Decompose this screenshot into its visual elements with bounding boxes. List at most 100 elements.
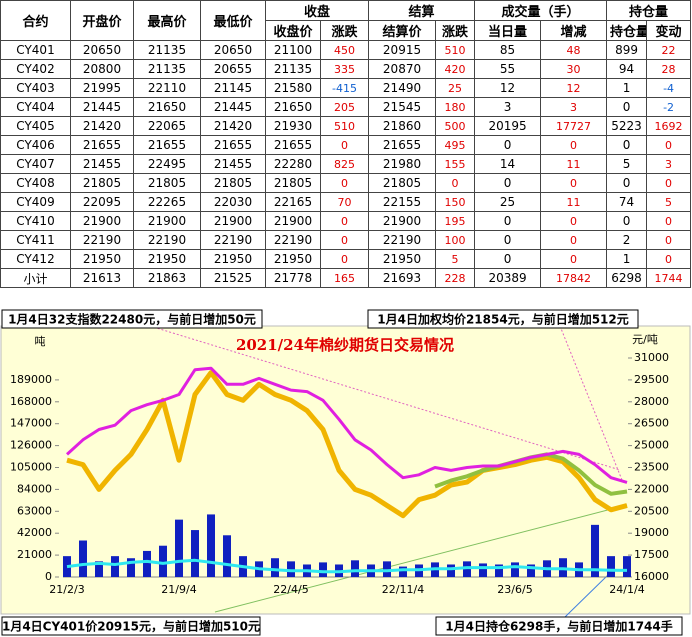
volume-bar: [447, 564, 455, 577]
volume-bar: [463, 561, 471, 577]
table-cell: 20650: [200, 40, 266, 60]
table-cell: CY410: [0, 211, 71, 231]
table-row: CY406 21655 21655 21655 21655 0 21655 495 0 0 0 0: [0, 135, 692, 155]
trend-line: [214, 504, 628, 613]
table-cell: 21930: [265, 116, 321, 136]
volume-bar: [111, 556, 119, 577]
header-cell: 成交量（手）: [474, 0, 608, 21]
volume-bar: [127, 558, 135, 577]
table-cell: 55: [474, 59, 542, 79]
table-cell: 0: [540, 173, 608, 193]
table-row: CY408 21805 21805 21805 21805 0 21805 0 0 0 0 0: [0, 173, 692, 193]
table-cell: 28: [646, 59, 692, 79]
y-tick-label: 126000: [10, 439, 52, 452]
table-cell: 21805: [368, 173, 437, 193]
table-cell: 21778: [265, 268, 321, 288]
table-cell: 0: [319, 135, 370, 155]
table-cell: 21995: [70, 78, 134, 98]
table-cell: 0: [319, 173, 370, 193]
table-row: 小计 21613 21863 21525 21778 165 21693 228 20389 17…: [0, 268, 692, 288]
x-tick-label: 24/1/4: [609, 583, 644, 596]
table-cell: 21900: [70, 211, 134, 231]
table-cell: 21455: [70, 154, 134, 174]
table-cell: 0: [435, 173, 476, 193]
header-cell: 收盘价: [265, 20, 321, 41]
x-tick-label: 22/11/4: [382, 583, 424, 596]
table-cell: CY408: [0, 173, 71, 193]
y-tick-label: 63000: [17, 504, 52, 517]
chart-title: 2021/24年棉纱期货日交易情况: [236, 336, 454, 354]
x-tick-label: 23/6/5: [497, 583, 532, 596]
table-cell: 155: [435, 154, 476, 174]
table-cell: 22110: [133, 78, 201, 98]
header-cell: 结算: [368, 0, 476, 21]
table-cell: 17842: [540, 268, 608, 288]
table-cell: 150: [435, 192, 476, 212]
callout-box: [1, 309, 263, 329]
table-cell: 21950: [133, 249, 201, 269]
table-row: CY401 20650 21135 20650 21100 450 20915 510 85 48…: [0, 40, 692, 60]
volume-bar: [479, 563, 487, 577]
table-cell: 21445: [70, 97, 134, 117]
table-cell: 85: [474, 40, 542, 60]
header-cell: 涨跌: [319, 20, 370, 41]
table-row: CY407 21455 22495 21455 22280 825 21980 155 14 11…: [0, 154, 692, 174]
table-cell: -4: [646, 78, 692, 98]
table-cell: 899: [606, 40, 648, 60]
table-cell: 21950: [70, 249, 134, 269]
volume-bar: [159, 545, 167, 577]
table-cell: CY411: [0, 230, 71, 250]
table-cell: CY403: [0, 78, 71, 98]
table-cell: 2: [606, 230, 648, 250]
table-cell: 22190: [265, 230, 321, 250]
table-row: CY403 21995 22110 21145 21580 -415 21490 25 12 12…: [0, 78, 692, 98]
table-cell: 21950: [200, 249, 266, 269]
table-cell: 0: [474, 135, 542, 155]
table-cell: 21655: [265, 135, 321, 155]
table-cell: 21135: [133, 59, 201, 79]
table-cell: 0: [646, 211, 692, 231]
table-cell: 21805: [133, 173, 201, 193]
table-cell: 0: [474, 249, 542, 269]
table-cell: 21655: [368, 135, 437, 155]
table-cell: 21693: [368, 268, 437, 288]
table-cell: 21145: [200, 78, 266, 98]
table-cell: 22190: [133, 230, 201, 250]
table-cell: 70: [319, 192, 370, 212]
header-cell: 持仓量: [606, 0, 692, 21]
y-tick-label: 168000: [10, 395, 52, 408]
x-tick-label: 21/9/4: [161, 583, 196, 596]
callout-text: 1月4日CY401价20915元，与前日增加510元: [2, 619, 260, 634]
table-row: CY409 22095 22265 22030 22165 70 22155 150 25 11 7…: [0, 192, 692, 212]
table-cell: 21420: [200, 116, 266, 136]
table-cell: 11: [540, 154, 608, 174]
table-cell: 420: [435, 59, 476, 79]
table-cell: -2: [646, 97, 692, 117]
table-cell: CY407: [0, 154, 71, 174]
table-body: CY401 20650 21135 20650 21100 450 20915 510 85 48…: [0, 40, 692, 288]
y2-tick-label: 23500: [634, 461, 669, 474]
table-cell: 20915: [368, 40, 437, 60]
y2-tick-label: 25000: [634, 439, 669, 452]
table-cell: 21490: [368, 78, 437, 98]
table-cell: CY406: [0, 135, 71, 155]
volume-bar: [383, 561, 391, 577]
callout-box: [367, 309, 639, 329]
table-cell: 0: [646, 173, 692, 193]
table-cell: 3: [474, 97, 542, 117]
table-cell: 25: [435, 78, 476, 98]
table-cell: 21655: [70, 135, 134, 155]
table-cell: 5: [646, 192, 692, 212]
y2-tick-label: 19000: [634, 526, 669, 539]
table-cell: 21805: [70, 173, 134, 193]
table-row: CY410 21900 21900 21900 21900 0 21900 195 0 0 0 0: [0, 211, 692, 231]
table-cell: 21950: [368, 249, 437, 269]
volume-bar: [143, 550, 151, 577]
y2-tick-label: 29500: [634, 373, 669, 386]
table-cell: 180: [435, 97, 476, 117]
annotations: 1月4日32支指数22480元，与前日增加50元 1月4日加权均价21854元，与…: [1, 309, 683, 636]
y-tick-label: 21000: [17, 548, 52, 561]
volume-bar: [511, 562, 519, 577]
table-cell: 0: [646, 249, 692, 269]
